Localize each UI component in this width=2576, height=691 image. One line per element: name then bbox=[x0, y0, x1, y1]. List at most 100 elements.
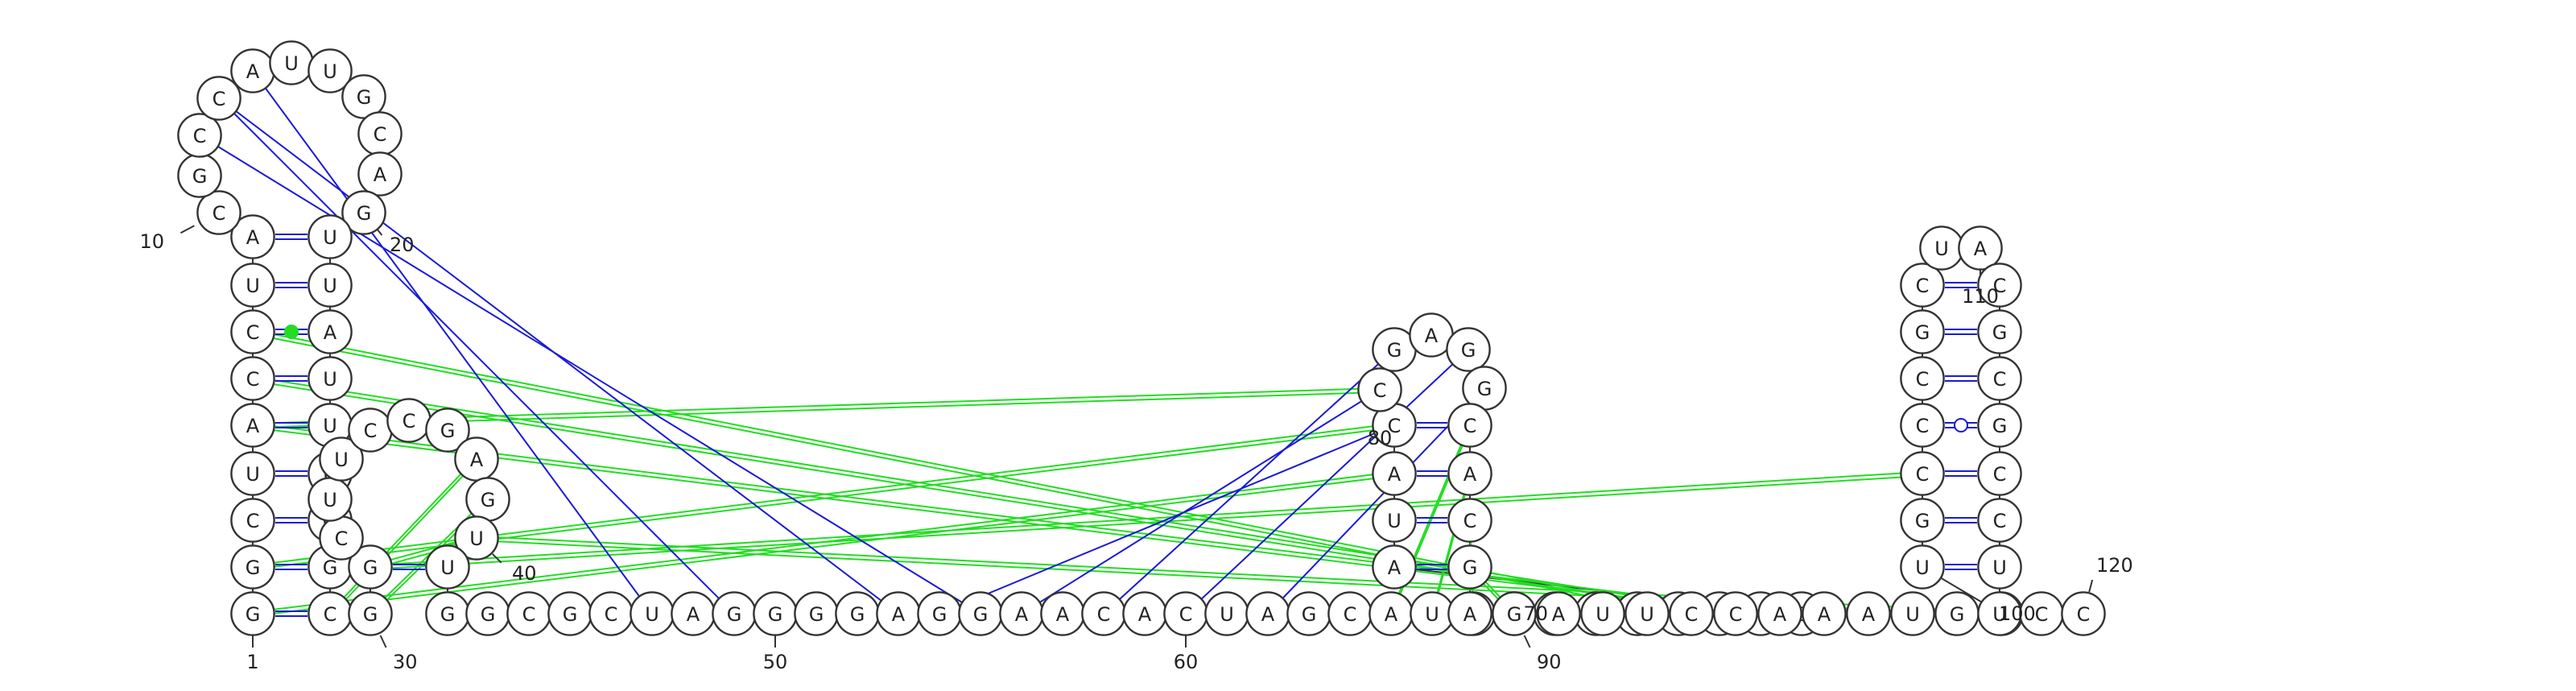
nucleotide: U bbox=[308, 48, 353, 93]
numbering-label: 30 bbox=[393, 651, 418, 673]
nucleotide: C bbox=[1977, 498, 2022, 543]
nucleotide-letter: G bbox=[1950, 603, 1965, 626]
pair-marker-circle bbox=[284, 325, 299, 339]
nucleotide-letter: A bbox=[1385, 603, 1398, 626]
nucleotide: A bbox=[1802, 591, 1847, 636]
nucleotide: G bbox=[1372, 327, 1417, 372]
nucleotide: G bbox=[1934, 591, 1979, 636]
numbering-label: 50 bbox=[763, 651, 788, 673]
tertiary-interaction-line bbox=[369, 471, 1923, 566]
nucleotide-letter: U bbox=[1596, 603, 1610, 626]
nucleotide-letter: U bbox=[1640, 603, 1654, 626]
nucleotide: U bbox=[319, 437, 364, 482]
nucleotide: U bbox=[269, 40, 314, 85]
nucleotide-letter: C bbox=[246, 321, 260, 344]
nucleotide: U bbox=[1900, 544, 1945, 590]
nucleotide: G bbox=[1446, 327, 1491, 372]
nucleotide: C bbox=[319, 515, 364, 561]
nucleotide: A bbox=[1122, 591, 1167, 636]
nucleotide-letter: A bbox=[246, 415, 260, 437]
nucleotide: G bbox=[753, 591, 798, 636]
nucleotide-letter: A bbox=[1974, 238, 1988, 260]
nucleotide: G bbox=[547, 591, 592, 636]
nucleotide: G bbox=[465, 591, 510, 636]
nucleotide-letter: A bbox=[892, 603, 906, 626]
numbering-label: 110 bbox=[1962, 285, 1999, 308]
nucleotide-letter: U bbox=[323, 60, 337, 83]
numbering-label: 60 bbox=[1174, 651, 1199, 673]
stem-base-pair-layer bbox=[275, 234, 1977, 617]
nucleotide-letter: C bbox=[213, 202, 226, 225]
numbering-tick bbox=[180, 225, 195, 234]
nucleotide: C bbox=[2061, 591, 2106, 636]
nucleotide-letter: A bbox=[1015, 603, 1029, 626]
nucleotide: C bbox=[1977, 263, 2022, 308]
nucleotide: A bbox=[230, 48, 275, 93]
nucleotide-letter: G bbox=[363, 603, 378, 626]
nucleotide-letter: G bbox=[481, 489, 496, 511]
nucleotide-letter: U bbox=[645, 603, 659, 626]
nucleotide-letter: G bbox=[1302, 603, 1317, 626]
nucleotide: U bbox=[230, 263, 275, 308]
nucleotide: G bbox=[341, 74, 386, 119]
nucleotide-letter: C bbox=[1729, 603, 1743, 626]
nucleotide: G bbox=[230, 544, 275, 590]
nucleotide-letter: G bbox=[192, 165, 208, 188]
numbering-tick bbox=[492, 553, 502, 564]
nucleotide-letter: G bbox=[1463, 557, 1478, 579]
numbering-label: 70 bbox=[1523, 602, 1548, 625]
numbering-label: 80 bbox=[1368, 427, 1393, 449]
nucleotide-letter: A bbox=[1818, 603, 1831, 626]
nucleotide: C bbox=[1900, 263, 1945, 308]
nucleotide-letter: C bbox=[324, 603, 337, 626]
nucleotide-letter: C bbox=[1685, 603, 1699, 626]
numbering-tick bbox=[1523, 635, 1531, 648]
tertiary-interaction-line bbox=[252, 427, 1781, 617]
nucleotide: C bbox=[196, 76, 242, 121]
nucleotide: A bbox=[1958, 226, 2003, 271]
nucleotide: U bbox=[454, 515, 499, 561]
nucleotide-letter: C bbox=[605, 603, 618, 626]
nucleotide-letter: G bbox=[363, 557, 378, 579]
nucleotide-letter: G bbox=[1915, 510, 1930, 532]
nucleotide-letter: C bbox=[335, 528, 349, 550]
nucleotide-letter: U bbox=[334, 449, 349, 471]
nucleotide-letter: U bbox=[1387, 510, 1402, 532]
nucleotide: G bbox=[794, 591, 839, 636]
nucleotide-letter: U bbox=[469, 528, 484, 550]
nucleotide: U bbox=[425, 544, 470, 590]
nucleotide-letter: C bbox=[1388, 415, 1402, 437]
nucleotide: C bbox=[1900, 356, 1945, 401]
nucleotide-letter: G bbox=[1915, 321, 1930, 344]
nucleotide-letter: A bbox=[1463, 463, 1477, 486]
nucleotide-letter: C bbox=[402, 410, 416, 432]
nucleotide: A bbox=[1846, 591, 1891, 636]
nucleotide-letter: G bbox=[357, 202, 372, 225]
nucleotide-letter: G bbox=[1992, 321, 2008, 344]
nucleotide-letter: A bbox=[1388, 463, 1402, 486]
nucleotide: U bbox=[308, 263, 353, 308]
nucleotide-letter: A bbox=[1388, 557, 1402, 579]
long-range-pair-line bbox=[252, 70, 653, 614]
nucleotide: C bbox=[357, 111, 402, 156]
nucleotide: G bbox=[835, 591, 880, 636]
nucleotide-letter: U bbox=[323, 489, 337, 511]
nucleotide-letter: C bbox=[1344, 603, 1357, 626]
nucleotide: U bbox=[630, 591, 675, 636]
nucleotide-letter: C bbox=[193, 125, 207, 147]
nucleotide-letter: U bbox=[1220, 603, 1234, 626]
nucleotide-letter: C bbox=[1179, 603, 1193, 626]
nucleotide-letter: G bbox=[563, 603, 578, 626]
nucleotide: C bbox=[177, 113, 222, 158]
nucleotide: U bbox=[1624, 591, 1670, 636]
nucleotide: U bbox=[308, 477, 353, 522]
nucleotide: C bbox=[1357, 367, 1402, 412]
nucleotide: G bbox=[1286, 591, 1331, 636]
tertiary-interaction-line bbox=[369, 475, 1923, 570]
nucleotide: G bbox=[1447, 544, 1492, 590]
nucleotide: C bbox=[1900, 403, 1945, 448]
nucleotide-letter: A bbox=[246, 60, 260, 83]
nucleotide-letter: G bbox=[357, 86, 372, 109]
nucleotide: C bbox=[348, 408, 393, 453]
